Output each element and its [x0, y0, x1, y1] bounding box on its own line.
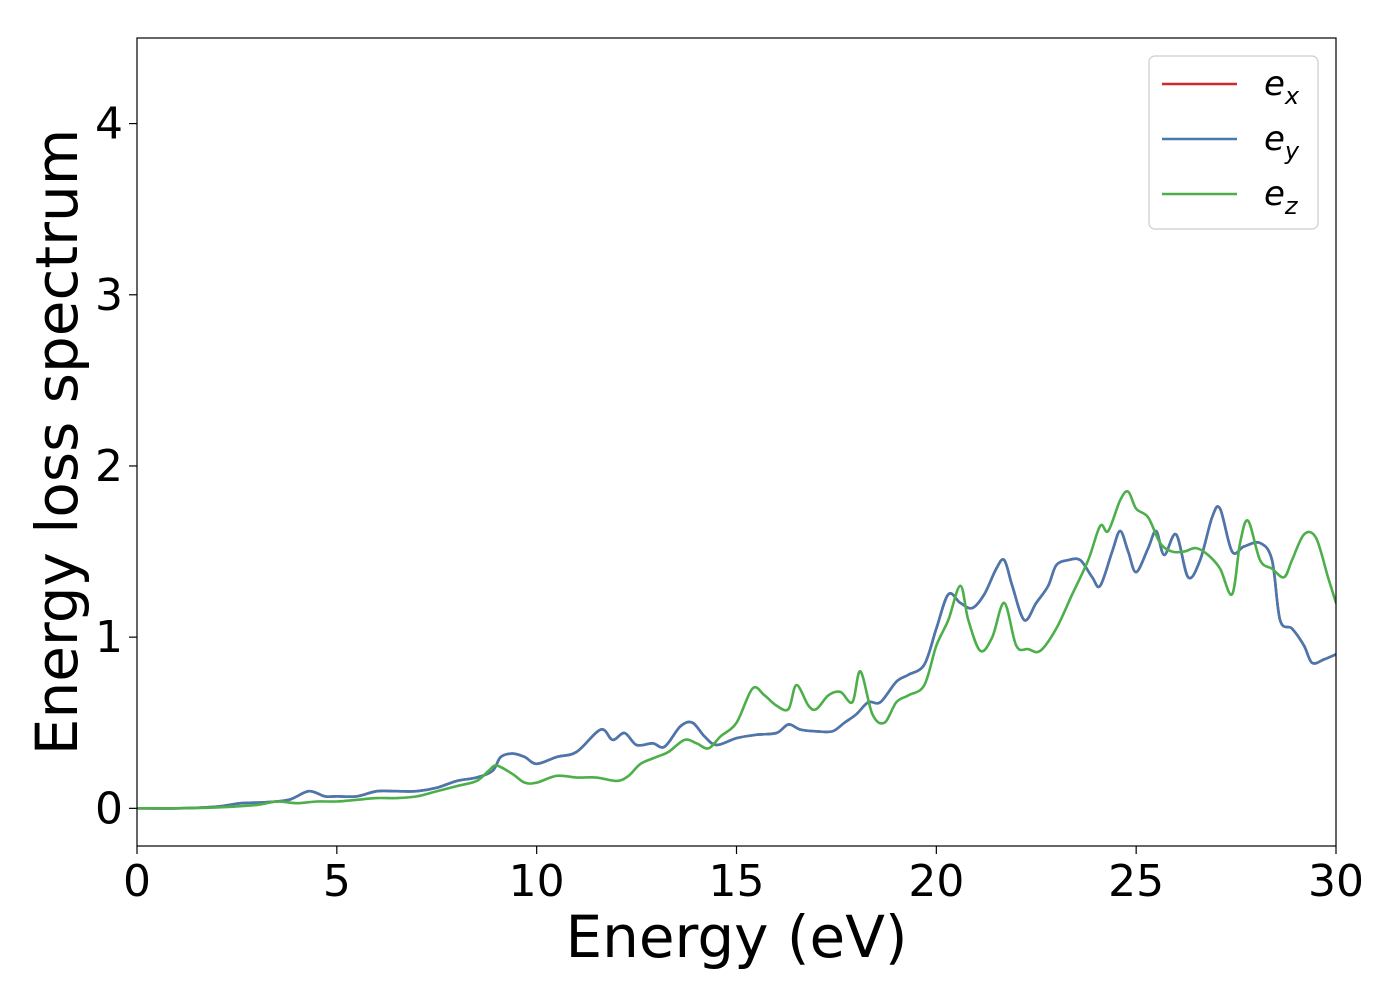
y-axis-label: Energy loss spectrum: [23, 129, 91, 755]
y-axis-ticks: 0 1 2 3 4: [95, 99, 137, 834]
x-tick-label: 30: [1308, 856, 1364, 907]
y-tick-label: 2: [95, 441, 123, 492]
x-tick-label: 25: [1108, 856, 1164, 907]
x-tick-label: 0: [123, 856, 151, 907]
x-axis-label: Energy (eV): [565, 903, 907, 971]
series-line-y: [137, 505, 1336, 810]
legend-label-y: ey: [1264, 119, 1300, 165]
legend-box: [1148, 55, 1319, 230]
x-tick-label: 20: [908, 856, 964, 907]
legend-label-x: ex: [1264, 64, 1300, 110]
y-tick-label: 0: [95, 783, 123, 834]
y-tick-label: 3: [95, 270, 123, 321]
x-tick-label: 5: [323, 856, 351, 907]
x-axis-ticks: 0 5 10 15 20 25 30: [123, 846, 1364, 907]
series-line-z: [137, 490, 1336, 810]
x-tick-label: 10: [509, 856, 565, 907]
y-tick-label: 4: [95, 99, 123, 150]
series-line-x: [137, 505, 1336, 810]
legend: ex ey ez: [1148, 55, 1319, 230]
y-tick-label: 1: [95, 612, 123, 663]
legend-label-z: ez: [1264, 174, 1299, 220]
series-layer: [137, 490, 1336, 810]
x-tick-label: 15: [709, 856, 765, 907]
